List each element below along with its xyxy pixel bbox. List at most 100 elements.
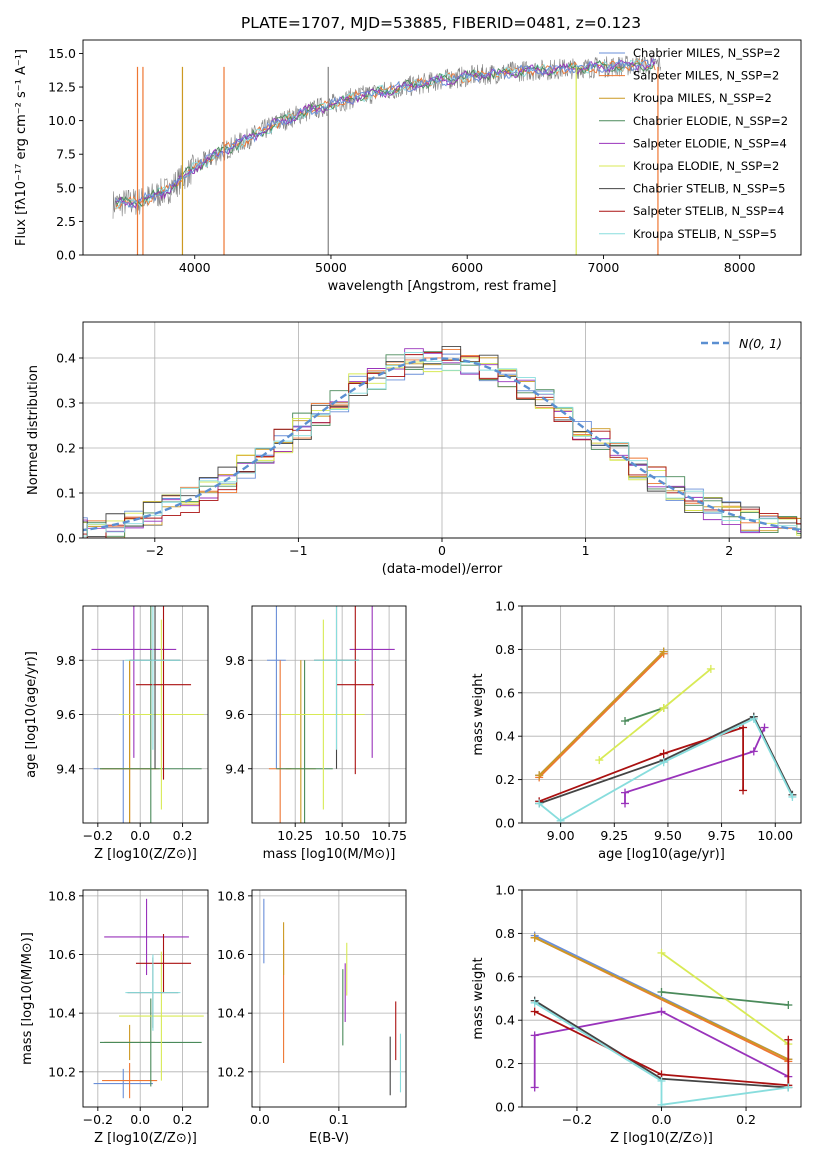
y-tick-label: 0.4 — [495, 729, 515, 744]
spectrum-lines — [112, 54, 661, 255]
age-vs-mass-points — [267, 606, 395, 823]
weight-line-4 — [624, 727, 766, 804]
weight-line-7 — [534, 1010, 790, 1087]
weight-line-8 — [534, 1002, 789, 1106]
weight-line-2 — [534, 936, 789, 1061]
y-tick-label: 9.4 — [225, 761, 245, 776]
legend-label: Chabrier STELIB, N_SSP=5 — [633, 182, 785, 196]
residual-hist-8 — [83, 351, 801, 537]
x-axis-label: Z [log10(Z/Z⊙)] — [94, 847, 197, 862]
y-tick-label: 15.0 — [48, 46, 76, 61]
x-axis-label: age [log10(age/yr)] — [598, 847, 725, 862]
x-tick-label: 9.75 — [708, 828, 736, 843]
legend-label: Chabrier MILES, N_SSP=2 — [633, 46, 780, 60]
spectrum-panel: 4000 5000 6000 7000 8000 0.0 2.5 5.0 7.5 10.0 12.5… — [14, 39, 802, 294]
y-tick-label: 5.0 — [56, 180, 76, 195]
x-tick-label: −1 — [289, 543, 307, 558]
y-axis-label: mass weight — [471, 957, 486, 1039]
y-tick-label: 0.0 — [56, 248, 76, 263]
legend-label: Salpeter MILES, N_SSP=2 — [633, 69, 779, 83]
y-tick-label: 1.0 — [495, 883, 515, 898]
y-tick-label: 10.8 — [217, 888, 245, 903]
y-tick-label: 10.2 — [48, 1064, 76, 1079]
y-tick-label: 9.8 — [56, 653, 76, 668]
y-tick-label: 0.6 — [495, 969, 515, 984]
weight-line-3 — [624, 707, 664, 722]
normal-curve — [83, 357, 801, 532]
weight-line-5 — [598, 668, 712, 761]
age-vs-mass-panel: 10.25 10.50 10.75 9.4 9.6 9.8 mass [log10(M/M⊙… — [225, 605, 407, 862]
age-vs-z-panel: −0.2 0.0 0.2 9.4 9.6 9.8 Z [log10(Z/Z⊙)] age [l… — [24, 605, 209, 862]
y-tick-label: 9.6 — [225, 707, 245, 722]
x-tick-label: 0.2 — [736, 1112, 756, 1127]
weight-vs-age-panel: 9.00 9.25 9.50 9.75 10.00 0.0 0.2 0.4 0.6 0.8 1.0 a… — [471, 599, 802, 862]
weight-line-7 — [538, 726, 744, 803]
weight-line-4 — [533, 1010, 789, 1088]
y-tick-label: 1.0 — [495, 599, 515, 614]
y-tick-label: 9.6 — [56, 707, 76, 722]
x-tick-label: 9.25 — [600, 828, 628, 843]
x-tick-label: 1 — [582, 543, 590, 558]
y-tick-label: 0.2 — [495, 1056, 515, 1071]
x-tick-label: 0 — [438, 543, 446, 558]
age-vs-z-points — [91, 606, 204, 823]
y-tick-label: 7.5 — [56, 147, 76, 162]
x-axis-label: Z [log10(Z/Z⊙)] — [94, 1131, 197, 1146]
legend-label: Salpeter STELIB, N_SSP=4 — [633, 204, 784, 218]
y-tick-label: 0.3 — [56, 396, 76, 411]
mass-vs-ebv-points — [263, 898, 402, 1096]
x-tick-label: 2 — [725, 543, 733, 558]
y-axis-label: age [log10(age/yr)] — [24, 651, 39, 778]
y-tick-label: 10.8 — [48, 888, 76, 903]
x-axis-label: wavelength [Angstrom, rest frame] — [328, 279, 557, 294]
legend-label: Kroupa MILES, N_SSP=2 — [633, 91, 772, 105]
y-tick-label: 0.4 — [495, 1013, 515, 1028]
x-tick-label: 0.0 — [130, 1112, 150, 1127]
legend-label: Salpeter ELODIE, N_SSP=4 — [633, 136, 787, 150]
y-tick-label: 0.8 — [495, 926, 515, 941]
y-tick-label: 2.5 — [56, 214, 76, 229]
x-axis-label: (data-model)/error — [382, 562, 503, 577]
x-tick-label: 10.75 — [371, 828, 407, 843]
y-tick-label: 10.4 — [217, 1006, 245, 1021]
model-line-0 — [115, 58, 656, 209]
x-tick-label: 5000 — [315, 260, 347, 275]
y-tick-label: 0.4 — [56, 351, 76, 366]
x-tick-label: 9.00 — [547, 828, 575, 843]
legend-label: Kroupa STELIB, N_SSP=5 — [633, 227, 777, 241]
axes-frame — [82, 39, 802, 256]
weight-vs-z-panel: −0.2 0.0 0.2 0.0 0.2 0.4 0.6 0.8 1.0 Z [log10(Z/Z… — [471, 883, 802, 1146]
x-tick-label: 10.25 — [277, 828, 313, 843]
x-tick-label: 0.0 — [652, 1112, 672, 1127]
observed-spectrum — [112, 54, 661, 219]
x-tick-label: 9.50 — [654, 828, 682, 843]
x-axis-label: Z [log10(Z/Z⊙)] — [610, 1131, 713, 1146]
y-tick-label: 10.6 — [48, 947, 76, 962]
model-line-1 — [115, 58, 656, 210]
x-tick-label: −0.2 — [83, 1112, 113, 1127]
model-line-3 — [115, 59, 656, 208]
weight-line-1 — [538, 653, 665, 779]
y-tick-label: 0.6 — [495, 685, 515, 700]
x-tick-label: 0.2 — [173, 1112, 193, 1127]
weight-line-8 — [538, 717, 794, 822]
residuals-panel: −2 −1 0 1 2 0.0 0.1 0.2 0.3 0.4 (data-model)/error… — [26, 321, 802, 577]
y-axis-label: mass weight — [471, 673, 486, 755]
x-tick-label: 10.50 — [324, 828, 360, 843]
y-tick-label: 12.5 — [48, 80, 76, 95]
y-tick-label: 0.0 — [495, 816, 515, 831]
axes-frame — [82, 889, 209, 1108]
y-axis-label: Normed distribution — [26, 365, 41, 495]
x-axis-label: E(B-V) — [309, 1131, 349, 1146]
y-axis-label: Flux [fλ10⁻¹⁷ erg cm⁻² s⁻¹ A⁻¹] — [14, 49, 29, 246]
axes-frame — [521, 605, 802, 824]
y-tick-label: 10.4 — [48, 1006, 76, 1021]
panels: 4000 5000 6000 7000 80000.02.55.07.510.012.5… — [14, 39, 802, 1146]
mass-vs-ebv-panel: 0.0 0.1 10.2 10.4 10.6 10.8 E(B-V) — [217, 888, 407, 1146]
figure-title: PLATE=1707, MJD=53885, FIBERID=0481, z=0… — [241, 14, 641, 32]
y-tick-label: 0.1 — [56, 486, 76, 501]
y-tick-label: 0.8 — [495, 642, 515, 657]
x-tick-label: 0.2 — [173, 828, 193, 843]
x-tick-label: −0.2 — [83, 828, 113, 843]
weight-line-5 — [660, 952, 789, 1045]
